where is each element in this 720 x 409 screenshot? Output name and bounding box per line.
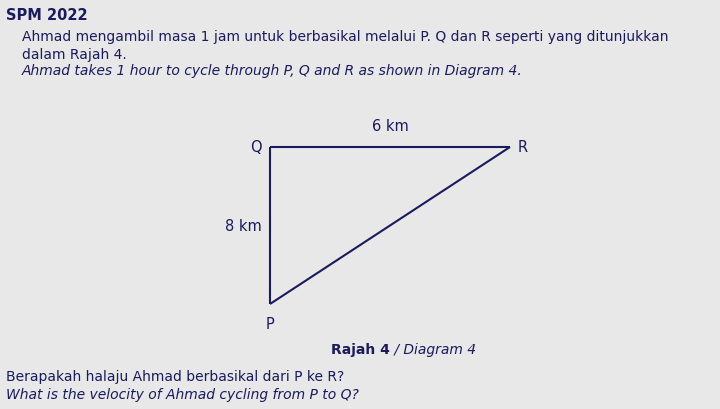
Text: Ahmad mengambil masa 1 jam untuk berbasikal melalui P. Q dan R seperti yang ditu: Ahmad mengambil masa 1 jam untuk berbasi…: [22, 30, 668, 44]
Text: 8 km: 8 km: [225, 218, 262, 234]
Text: R: R: [518, 140, 528, 155]
Text: P: P: [266, 316, 274, 331]
Text: Rajah 4: Rajah 4: [331, 342, 390, 356]
Text: Ahmad takes 1 hour to cycle through P, Q and R as shown in Diagram 4.: Ahmad takes 1 hour to cycle through P, Q…: [22, 64, 523, 78]
Text: SPM 2022: SPM 2022: [6, 8, 88, 23]
Text: What is the velocity of Ahmad cycling from P to Q?: What is the velocity of Ahmad cycling fr…: [6, 387, 359, 401]
Text: Berapakah halaju Ahmad berbasikal dari P ke R?: Berapakah halaju Ahmad berbasikal dari P…: [6, 369, 344, 383]
Text: 6 km: 6 km: [372, 119, 408, 134]
Text: / Diagram 4: / Diagram 4: [390, 342, 476, 356]
Text: dalam Rajah 4.: dalam Rajah 4.: [22, 48, 127, 62]
Text: Q: Q: [251, 140, 262, 155]
